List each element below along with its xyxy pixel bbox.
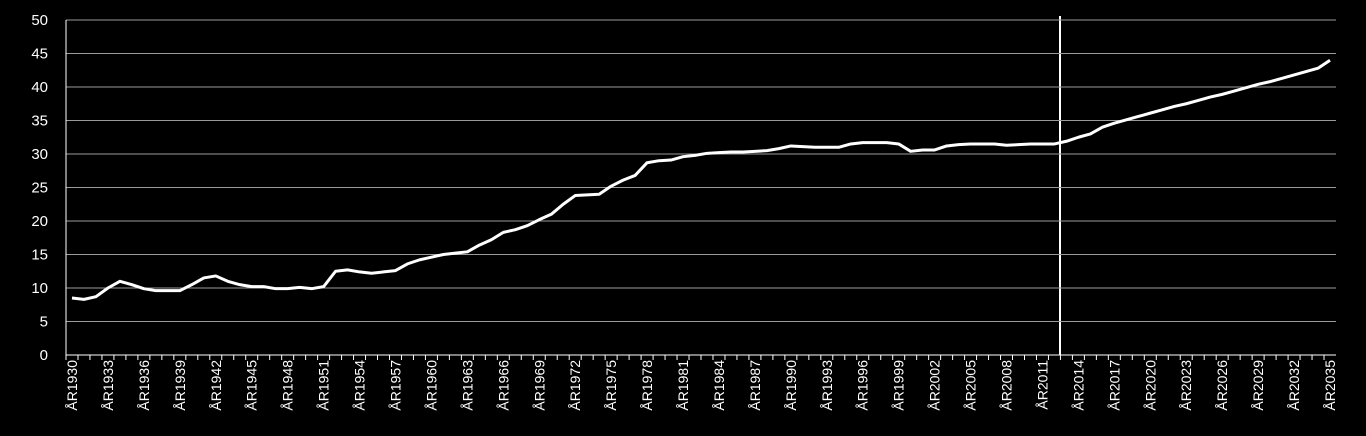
x-tick-label: ÅR1996 [855,360,871,411]
x-tick-label: ÅR2026 [1214,360,1230,411]
y-tick-label: 20 [31,213,48,230]
x-tick-label: ÅR2005 [963,360,979,411]
x-tick-label: ÅR1933 [100,360,116,411]
y-tick-label: 0 [40,347,48,364]
x-tick-label: ÅR2035 [1322,360,1338,411]
x-tick-label: ÅR2029 [1250,360,1266,411]
x-tick-label: ÅR2011 [1034,360,1050,410]
x-tick-label: ÅR1969 [531,360,547,411]
y-tick-label: 50 [31,12,48,29]
x-tick-label: ÅR1963 [459,360,475,411]
data-line [71,58,1331,301]
x-tick-label: ÅR1951 [316,360,332,411]
x-tick-label: ÅR1999 [891,360,907,411]
x-tick-label: ÅR1984 [711,360,727,411]
y-tick-label: 10 [31,280,48,297]
x-tick-label: ÅR1930 [64,360,80,411]
x-tick-label: ÅR1936 [136,360,152,411]
y-tick-label: 30 [31,146,48,163]
x-tick-label: ÅR1993 [819,360,835,411]
x-tick-label: ÅR2032 [1286,360,1302,411]
x-tick-label: ÅR1939 [172,360,188,411]
x-tick-label: ÅR1942 [208,360,224,411]
x-tick-label: ÅR1990 [783,360,799,411]
x-tick-label: ÅR2008 [999,360,1015,411]
x-tick-label: ÅR2017 [1106,360,1122,411]
x-tick-label: ÅR1954 [352,360,368,411]
x-tick-label: ÅR1957 [387,360,403,411]
x-tick-label: ÅR1978 [639,360,655,411]
x-tick-label: ÅR2023 [1178,360,1194,411]
x-tick-label: ÅR1972 [567,360,583,411]
x-tick-label: ÅR2014 [1070,360,1086,411]
x-tick-label: ÅR2020 [1142,360,1158,411]
y-tick-label: 15 [31,247,48,264]
x-tick-label: ÅR2002 [927,360,943,411]
x-tick-label: ÅR1987 [747,360,763,411]
x-tick-label: ÅR1960 [423,360,439,411]
x-tick-label: ÅR1945 [244,360,260,411]
y-tick-label: 5 [40,314,48,331]
x-tick-label: ÅR1981 [675,360,691,411]
y-tick-label: 40 [31,79,48,96]
y-tick-label: 25 [31,180,48,197]
x-tick-label: ÅR1948 [280,360,296,411]
y-tick-label: 35 [31,113,48,130]
y-tick-label: 45 [31,46,48,63]
x-tick-label: ÅR1975 [603,360,619,411]
x-tick-label: ÅR1966 [495,360,511,411]
